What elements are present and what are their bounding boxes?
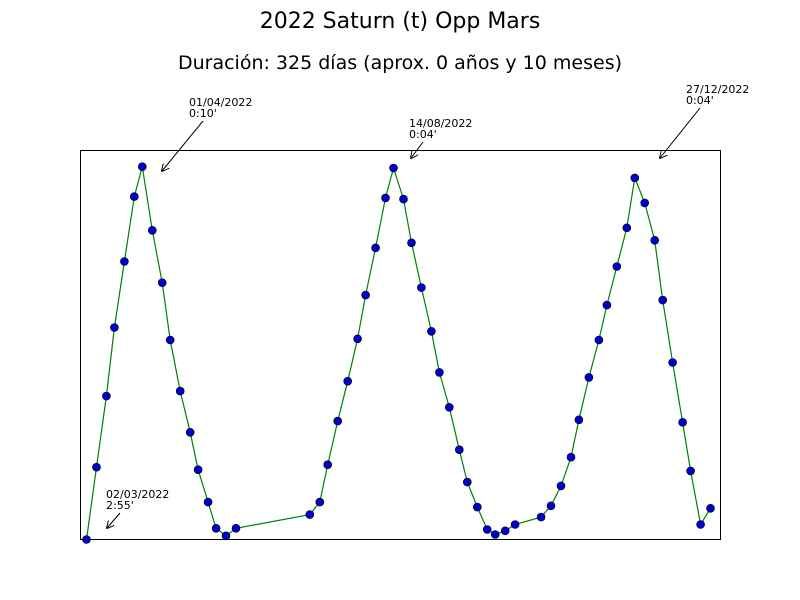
data-point <box>371 243 380 253</box>
annotation-arrow <box>411 141 424 158</box>
data-point <box>584 373 594 382</box>
data-point <box>706 503 715 513</box>
data-point <box>138 162 147 171</box>
data-point <box>353 334 362 344</box>
chart-subtitle: Duración: 325 días (aprox. 0 años y 10 m… <box>178 52 622 74</box>
data-point <box>574 415 584 425</box>
data-point <box>462 477 472 487</box>
data-point <box>594 335 604 345</box>
data-point <box>333 416 343 426</box>
series-line <box>85 165 712 540</box>
data-point <box>120 257 129 266</box>
data-point <box>165 335 175 345</box>
data-point <box>444 402 454 412</box>
annotation-value: 0:04' <box>686 94 714 107</box>
annotation-date: 27/12/2022 <box>686 83 749 96</box>
data-point <box>490 530 500 539</box>
data-point <box>640 198 650 208</box>
data-point <box>305 510 315 519</box>
data-point <box>221 531 231 541</box>
data-point <box>130 192 139 201</box>
data-point <box>536 512 546 522</box>
data-point <box>399 194 408 204</box>
annotation-date: 14/08/2022 <box>409 117 472 130</box>
data-point <box>315 497 325 507</box>
data-point <box>323 460 333 470</box>
data-point <box>175 386 185 396</box>
data-point <box>82 535 91 544</box>
series-layer <box>82 162 715 544</box>
data-point <box>668 358 677 367</box>
data-point <box>482 525 492 534</box>
data-point <box>343 376 353 386</box>
data-point <box>110 323 119 332</box>
plot-area-frame <box>80 150 721 540</box>
annotation-value: 2:55' <box>106 499 134 512</box>
data-point <box>389 163 398 173</box>
data-point <box>472 502 482 512</box>
data-point <box>546 501 556 511</box>
data-point <box>556 481 566 491</box>
data-point <box>148 226 157 235</box>
data-point <box>454 445 464 455</box>
data-point <box>92 462 101 472</box>
annotation-arrow <box>660 107 701 158</box>
data-point <box>381 193 390 203</box>
data-point <box>622 223 632 233</box>
data-point <box>193 465 203 475</box>
data-point <box>102 391 111 401</box>
data-point <box>203 497 213 507</box>
annotation-date: 01/04/2022 <box>189 96 252 109</box>
data-point <box>500 526 510 536</box>
data-point <box>566 452 576 462</box>
data-point <box>361 290 370 300</box>
data-point <box>650 236 660 245</box>
data-point <box>157 278 167 288</box>
data-point <box>696 520 705 529</box>
annotation-arrow <box>162 120 204 171</box>
data-point <box>658 295 668 305</box>
annotation-value: 0:10' <box>189 107 217 120</box>
annotation-value: 0:04' <box>409 128 437 141</box>
data-point <box>510 520 520 529</box>
data-point <box>427 326 436 336</box>
data-point <box>630 173 640 183</box>
data-point <box>185 427 195 437</box>
data-point <box>602 300 612 310</box>
data-point <box>678 417 687 427</box>
annotation-arrow <box>107 512 121 528</box>
data-point <box>435 368 444 377</box>
data-point <box>686 466 695 476</box>
annotation-date: 02/03/2022 <box>106 488 169 501</box>
data-point <box>417 283 426 292</box>
data-point <box>231 523 241 533</box>
data-point <box>407 238 416 248</box>
chart-title: 2022 Saturn (t) Opp Mars <box>260 9 541 34</box>
data-point <box>612 262 622 271</box>
data-point <box>211 523 221 533</box>
